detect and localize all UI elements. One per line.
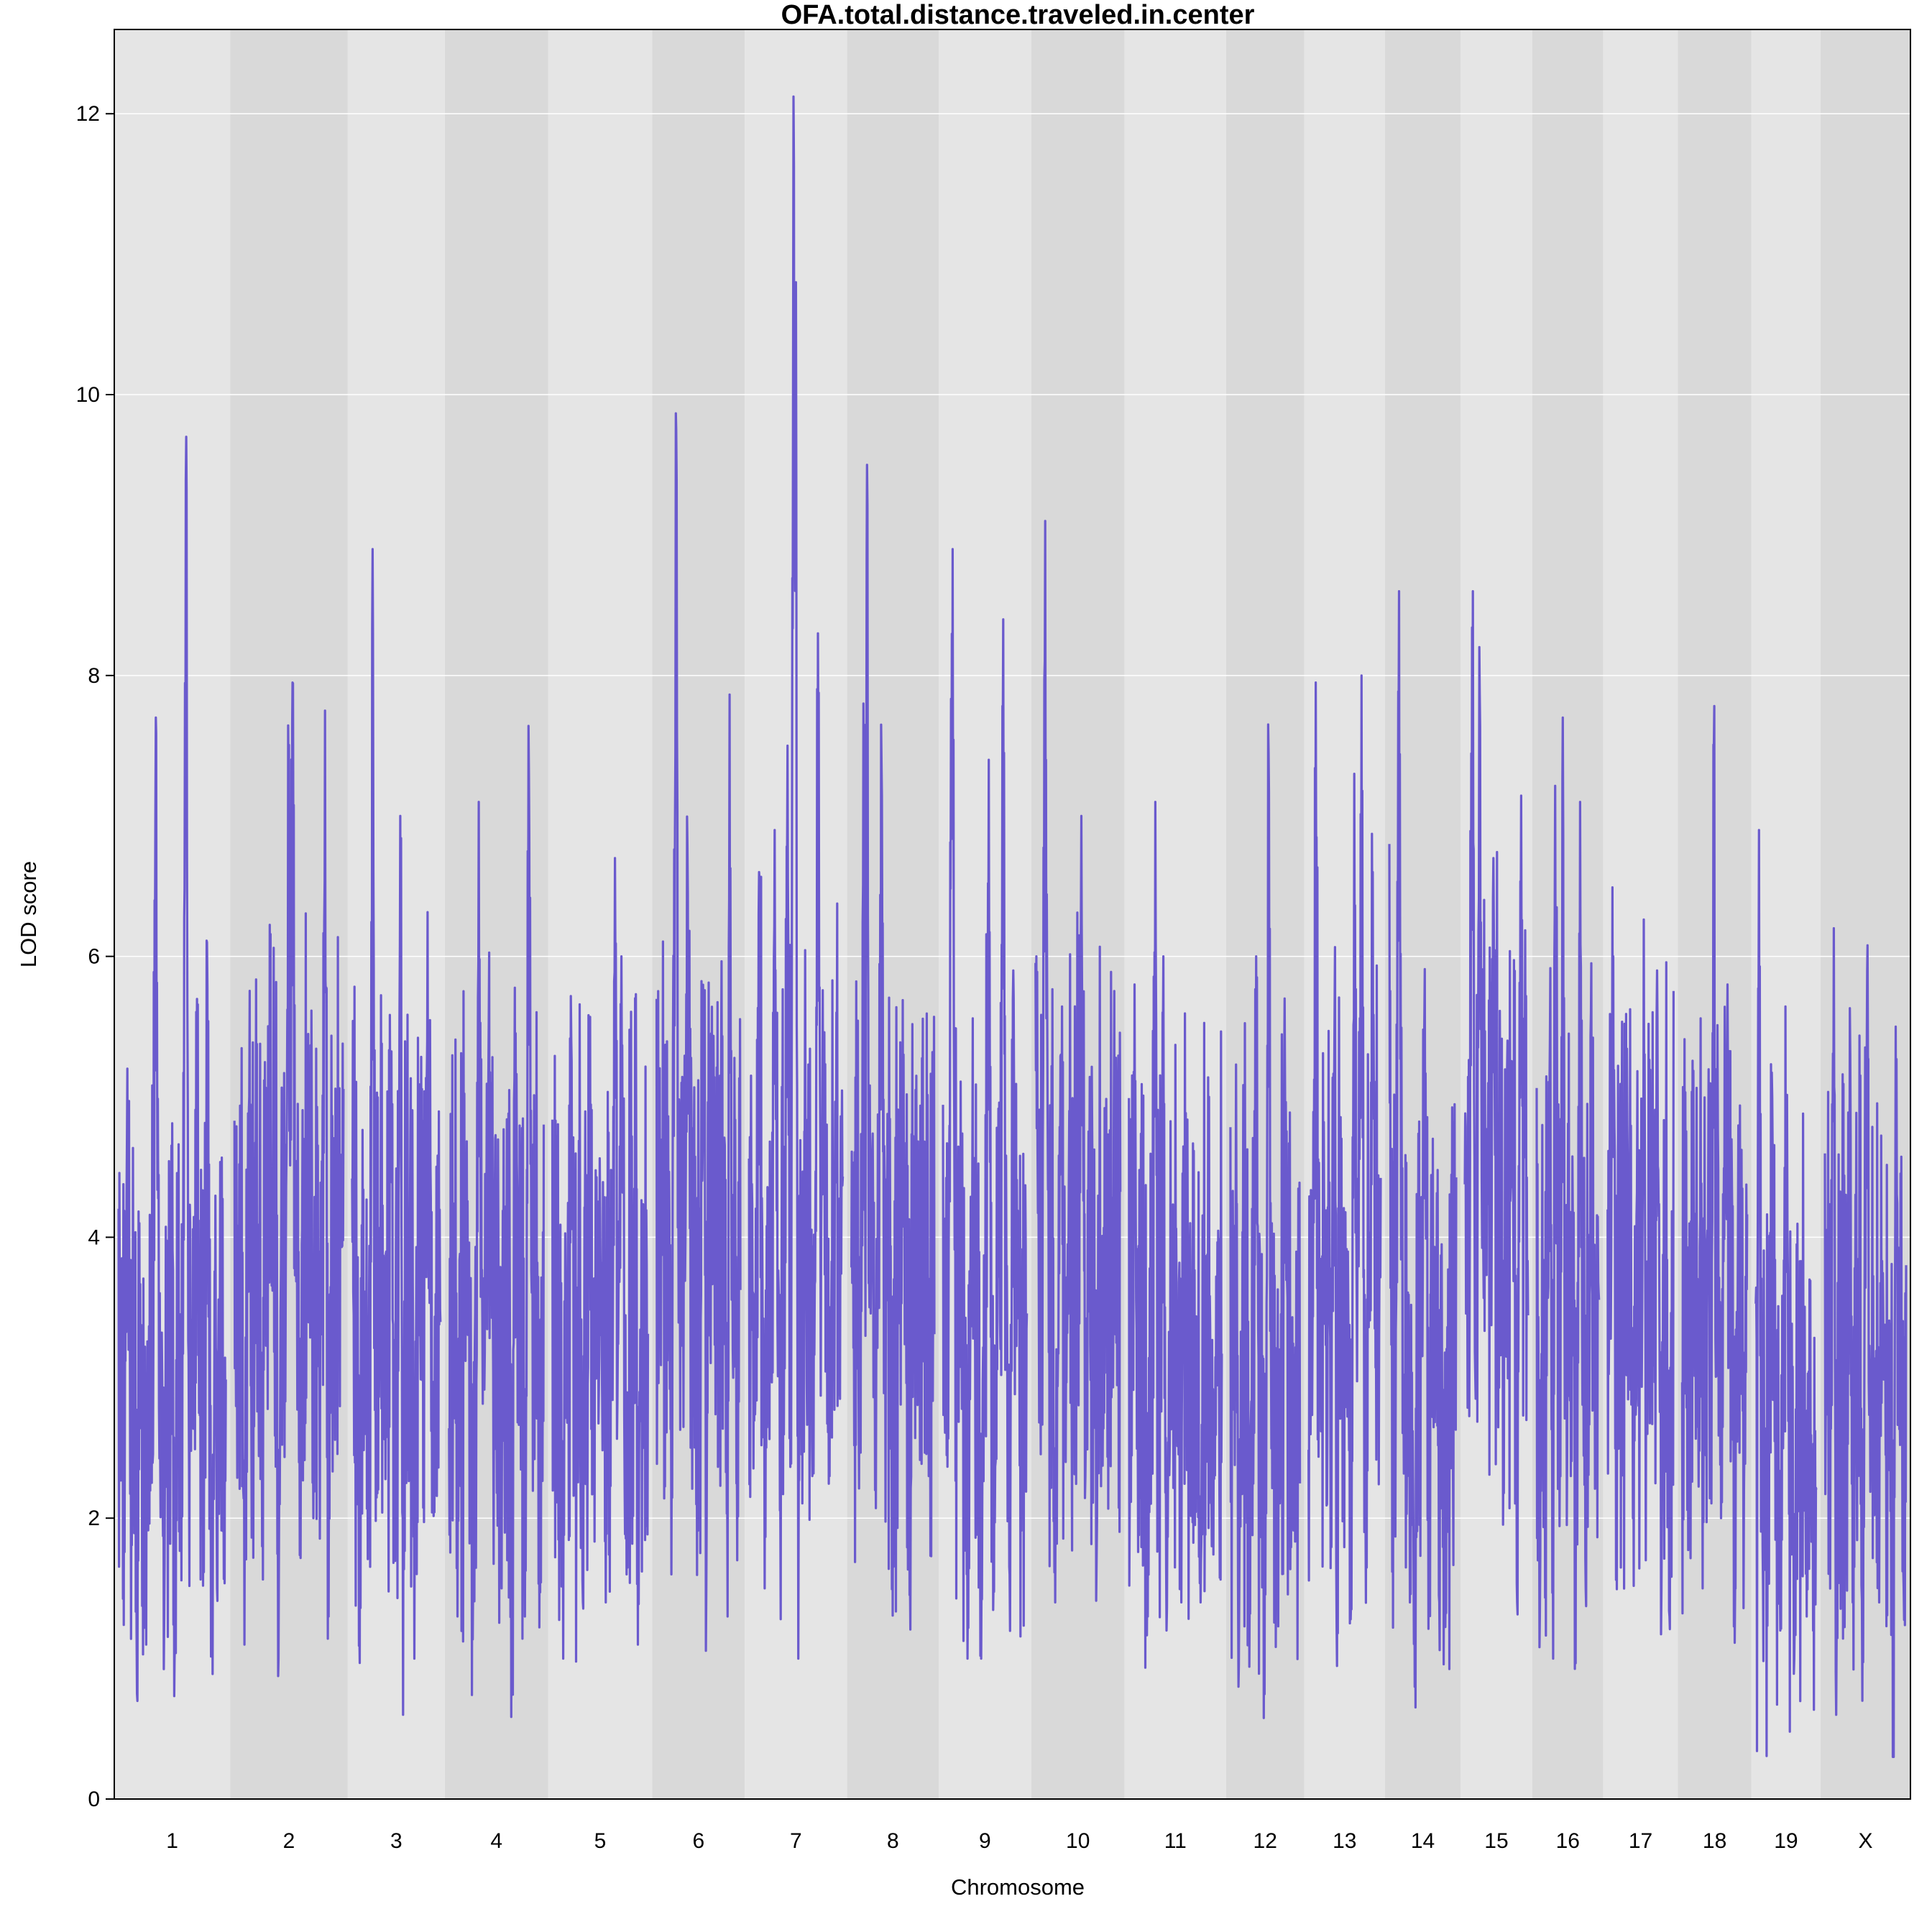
lod-line-chr-8 [850, 464, 936, 1631]
chromosome-band-17 [1603, 29, 1678, 1799]
x-tick-label-12: 12 [1254, 1829, 1277, 1853]
lod-line-chr-13 [1307, 674, 1382, 1668]
x-tick-label-13: 13 [1333, 1829, 1356, 1853]
chromosome-band-4 [444, 29, 548, 1799]
lod-line-chr-16 [1535, 716, 1601, 1670]
chromosome-band-16 [1532, 29, 1604, 1799]
lod-line-chr-11 [1128, 801, 1223, 1669]
x-tick-label-10: 10 [1066, 1829, 1090, 1853]
lod-line-chr-12 [1229, 723, 1302, 1719]
x-tick-label-4: 4 [490, 1829, 502, 1853]
x-tick-label-9: 9 [979, 1829, 991, 1853]
x-tick-label-3: 3 [390, 1829, 402, 1853]
y-tick-label-10: 10 [76, 383, 100, 407]
x-tick-label-5: 5 [594, 1829, 607, 1853]
x-tick-label-7: 7 [790, 1829, 802, 1853]
lod-line-chr-10 [1034, 520, 1122, 1604]
chart-title: OFA.total.distance.traveled.in.center [781, 0, 1255, 30]
lod-line-chr-X [1823, 926, 1908, 1758]
lod-line-chr-2 [233, 681, 345, 1678]
chromosome-band-5 [548, 29, 653, 1799]
lod-line-chr-9 [942, 548, 1029, 1660]
y-tick-label-2: 2 [88, 1506, 100, 1530]
x-tick-label-19: 19 [1774, 1829, 1798, 1853]
x-tick-label-1: 1 [166, 1829, 178, 1853]
lod-line-chr-7 [748, 95, 845, 1660]
lod-line-chr-3 [351, 548, 442, 1716]
lod-line-series [117, 95, 1908, 1758]
y-axis-label: LOD score [16, 861, 41, 967]
x-tick-label-8: 8 [887, 1829, 899, 1853]
lod-line-chr-17 [1606, 886, 1675, 1636]
chromosome-band-X [1821, 29, 1910, 1799]
x-tick-label-15: 15 [1484, 1829, 1508, 1853]
x-tick-label-2: 2 [283, 1829, 295, 1853]
x-tick-label-18: 18 [1703, 1829, 1726, 1853]
y-tick-label-4: 4 [88, 1225, 100, 1249]
x-tick-label-11: 11 [1164, 1829, 1187, 1853]
x-tick-label-X: X [1859, 1829, 1873, 1853]
plot-frame [114, 29, 1911, 1800]
y-tick-label-0: 0 [88, 1788, 100, 1811]
lod-line-chr-1 [117, 436, 227, 1703]
x-axis-label: Chromosome [951, 1874, 1085, 1900]
y-tick-label-12: 12 [76, 102, 100, 126]
y-tick-label-6: 6 [88, 945, 100, 969]
x-tick-label-14: 14 [1411, 1829, 1435, 1853]
lod-line-chr-6 [655, 412, 742, 1652]
x-tick-label-16: 16 [1556, 1829, 1580, 1853]
y-axis: 0 2 4 6 8 10 12 [76, 102, 114, 1811]
lod-line-chr-14 [1388, 590, 1458, 1709]
y-tick-label-8: 8 [88, 664, 100, 688]
x-tick-label-6: 6 [692, 1829, 704, 1853]
chromosome-bands [114, 29, 1910, 1799]
lod-line-chr-18 [1680, 704, 1749, 1644]
lod-line-chr-15 [1463, 590, 1530, 1616]
x-axis: 1 2 3 4 5 6 7 8 9 10 11 12 13 14 15 16 17 18 19 X [166, 1829, 1872, 1853]
lod-line-chr-19 [1754, 829, 1818, 1757]
x-tick-label-17: 17 [1629, 1829, 1652, 1853]
lod-line-chr-4 [448, 724, 546, 1719]
lod-line-chr-5 [551, 857, 650, 1663]
